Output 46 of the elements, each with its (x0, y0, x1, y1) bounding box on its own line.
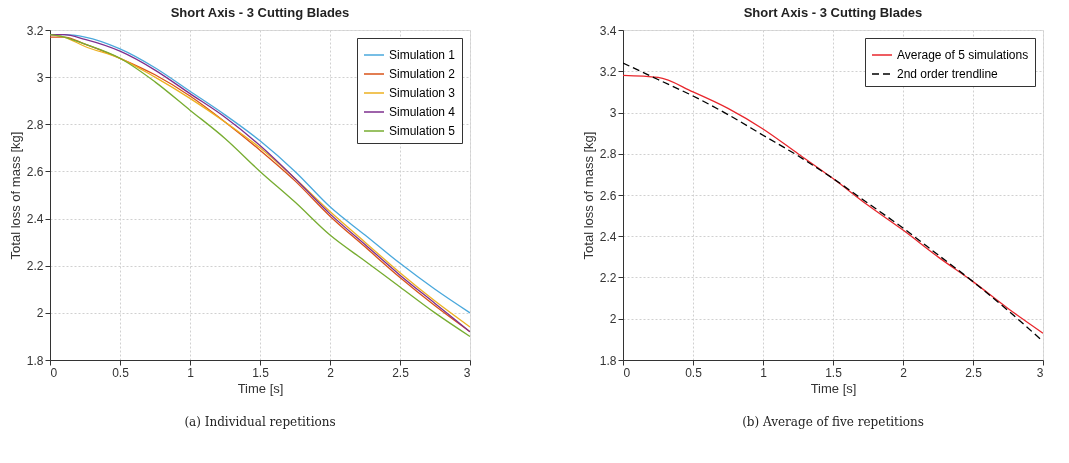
y-tick-label: 3 (36, 70, 44, 85)
y-tick-label: 1.8 (599, 353, 617, 368)
x-axis-title: Time [s] (237, 380, 284, 396)
x-tick-label: 1.5 (825, 365, 843, 380)
y-axis-title: Total loss of mass [kg] (7, 131, 23, 260)
legend-label: Simulation 4 (389, 105, 456, 119)
x-axis-title: Time [s] (810, 380, 857, 396)
x-tick-label: 2 (327, 365, 335, 380)
x-tick-label: 1 (187, 365, 195, 380)
y-tick-label: 2 (36, 306, 44, 321)
x-tick-label: 2.5 (392, 365, 410, 380)
x-tick-label: 0.5 (685, 365, 703, 380)
legend-label: Simulation 2 (389, 67, 456, 81)
y-tick-label: 3.2 (26, 23, 44, 38)
y-tick-label: 2.4 (599, 229, 617, 244)
text: (b) Average of five repetitions (742, 415, 924, 429)
y-tick-label: 2.2 (26, 259, 44, 274)
y-tick-label: 1.8 (26, 353, 44, 368)
x-tick-label: 3 (1036, 365, 1044, 380)
legend-label: Average of 5 simulations (897, 48, 1029, 62)
x-tick-label: 0 (50, 365, 58, 380)
chart-title: Short Axis - 3 Cutting Blades (743, 5, 923, 20)
x-tick-label: 2 (900, 365, 908, 380)
x-tick-label: 1 (760, 365, 768, 380)
y-tick-label: 2 (609, 312, 617, 327)
y-tick-label: 2.6 (599, 188, 617, 203)
y-tick-label: 2.4 (26, 212, 44, 227)
x-tick-label: 2.5 (965, 365, 983, 380)
y-tick-label: 2.8 (599, 147, 617, 162)
x-tick-label: 0 (623, 365, 631, 380)
y-tick-label: 2.6 (26, 164, 44, 179)
y-tick-label: 3.2 (599, 64, 617, 79)
y-tick-label: 2.8 (26, 117, 44, 132)
y-tick-label: 2.2 (599, 271, 617, 285)
x-tick-label: 1.5 (252, 365, 270, 380)
x-tick-label: 3 (463, 365, 471, 380)
chart-title: Short Axis - 3 Cutting Blades (170, 5, 350, 20)
legend-label: Simulation 1 (389, 48, 456, 62)
legend-label: 2nd order trendline (897, 67, 999, 81)
y-tick-label: 3 (609, 106, 617, 120)
legend-label: Simulation 5 (389, 124, 456, 138)
y-tick-label: 3.4 (599, 23, 617, 38)
x-tick-label: 0.5 (112, 365, 130, 380)
legend-label: Simulation 3 (389, 86, 456, 100)
y-axis-title: Total loss of mass [kg] (580, 131, 596, 260)
text: (a) Individual repetitions (184, 415, 336, 429)
